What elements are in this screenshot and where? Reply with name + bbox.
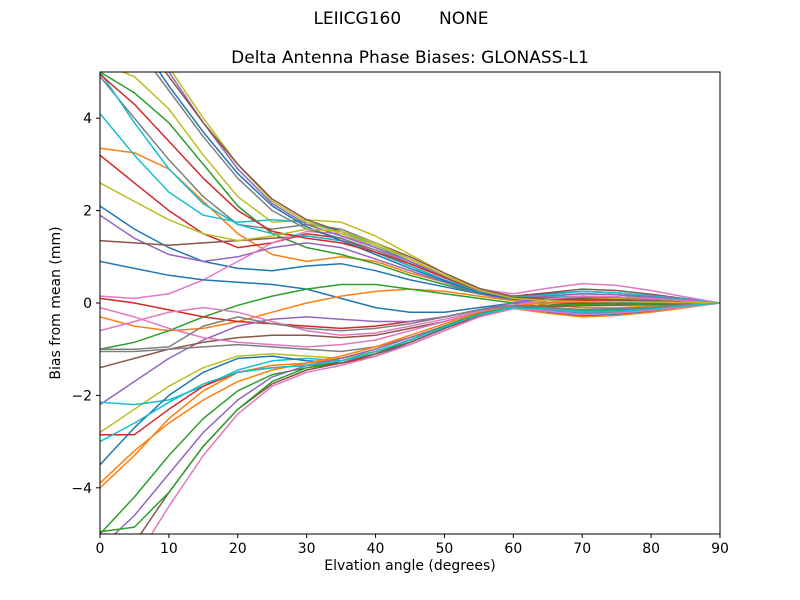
y-tick-label: 0 [83,296,92,312]
y-tick-label: 2 [83,204,92,220]
x-axis-label: Elvation angle (degrees) [324,558,496,574]
series-line-line-21 [100,302,720,466]
y-tick-label: −4 [71,481,92,497]
series-line-line-40 [100,302,720,443]
figure-suptitle: LEIICG160 NONE [313,9,489,29]
series-line-line-39 [100,182,720,304]
x-tick-label: 0 [96,541,105,557]
axes-title: Delta Antenna Phase Biases: GLONASS-L1 [231,48,589,68]
series-line-line-19 [100,297,720,434]
series-line-line-25 [113,302,720,534]
series-line-line-27 [150,302,720,534]
x-tick-label: 60 [504,541,522,557]
x-tick-label: 30 [298,541,316,557]
x-tick-label: 10 [160,541,178,557]
x-tick-label: 50 [436,541,454,557]
x-tick-label: 80 [642,541,660,557]
series-line-line-36 [164,72,720,304]
series-line-line-37 [100,295,720,337]
y-tick-label: −2 [71,388,92,404]
series-line-line-24 [100,302,720,436]
series-line-line-38 [100,302,720,350]
x-tick-label: 20 [229,541,247,557]
x-tick-label: 40 [367,541,385,557]
x-tick-label: 90 [711,541,729,557]
series-group [100,72,720,534]
series-line-line-34 [100,73,720,304]
y-axis-label: Bias from mean (mm) [48,226,64,380]
y-tick-label: 4 [83,111,92,127]
x-tick-label: 70 [573,541,591,557]
series-line-line-30 [100,72,720,304]
series-line-line-09 [120,72,720,304]
